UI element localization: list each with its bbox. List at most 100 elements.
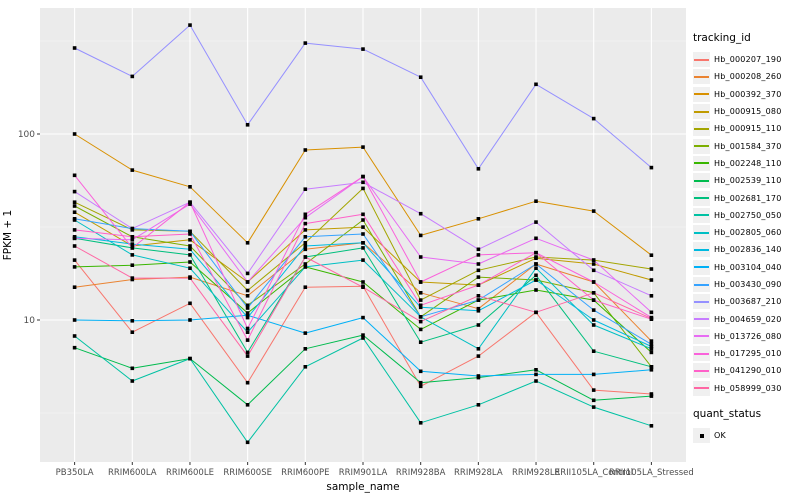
legend-item-label: Hb_013726_080: [714, 331, 782, 341]
legend-item-Hb_041290_010: Hb_041290_010: [693, 362, 799, 379]
data-point-Hb_002681_170: [361, 246, 365, 250]
line-swatch-icon: [694, 75, 709, 78]
data-point-Hb_058999_030: [245, 354, 250, 358]
data-point-Hb_000207_190: [418, 384, 423, 389]
data-point-Hb_000392_370: [534, 199, 538, 203]
legend-item-Hb_003687_210: Hb_003687_210: [693, 293, 799, 310]
legend-item-label: Hb_004659_020: [714, 314, 782, 324]
data-point-Hb_003687_210: [130, 74, 135, 79]
data-point-Hb_000207_190: [130, 330, 135, 334]
data-point-Hb_003430_090: [534, 262, 538, 266]
data-point-Hb_001584_370: [188, 244, 192, 248]
data-point-Hb_000915_080: [303, 228, 308, 232]
data-point-Hb_003104_040: [245, 313, 250, 318]
data-point-Hb_000915_080: [188, 238, 192, 242]
legend-item-label: Hb_002539_110: [714, 176, 782, 186]
legend-key-swatch: [693, 294, 710, 310]
data-point-Hb_041290_010: [534, 250, 538, 255]
data-point-Hb_041290_010: [303, 221, 308, 226]
data-point-Hb_000207_190: [476, 354, 481, 358]
data-point-Hb_001584_370: [303, 262, 308, 266]
line-swatch-icon: [694, 300, 709, 303]
data-point-Hb_000915_110: [303, 241, 308, 245]
x-tick-label: RRIM600SE: [223, 468, 272, 478]
legend-key-swatch: [693, 173, 710, 189]
data-point-Hb_002248_110: [188, 260, 192, 264]
x-tick-label: RRII105LA_Stressed: [609, 468, 694, 478]
data-point-Hb_003430_090: [188, 229, 192, 234]
legend-item-label: Hb_017295_010: [714, 349, 782, 359]
legend-item-Hb_002836_140: Hb_002836_140: [693, 241, 799, 258]
data-point-Hb_058999_030: [361, 285, 365, 289]
data-point-Hb_002805_060: [245, 330, 250, 334]
legend-item-label: Hb_000208_260: [714, 72, 782, 82]
data-point-Hb_000392_370: [72, 132, 77, 136]
data-point-Hb_002681_170: [591, 349, 596, 353]
data-point-Hb_003104_040: [476, 374, 481, 378]
legend-item-Hb_000208_260: Hb_000208_260: [693, 68, 799, 85]
y-tick-label: 100: [18, 130, 35, 140]
legend-key-swatch: [693, 311, 710, 327]
data-point-Hb_002539_110: [72, 345, 77, 350]
data-point-Hb_002750_050: [361, 336, 365, 340]
data-point-Hb_003104_040: [649, 368, 654, 372]
line-swatch-icon: [694, 369, 709, 372]
legend-item-label: Hb_001584_370: [714, 141, 782, 151]
data-point-Hb_003687_210: [245, 123, 250, 127]
data-point-Hb_058999_030: [476, 294, 481, 298]
legend-item-label: Hb_002805_060: [714, 228, 782, 238]
data-point-Hb_000915_110: [245, 288, 250, 293]
data-point-Hb_002750_050: [245, 440, 250, 445]
data-point-Hb_002750_050: [534, 379, 538, 383]
legend-key-swatch: [693, 69, 710, 85]
data-point-Hb_003430_090: [361, 232, 365, 236]
line-swatch-icon: [694, 352, 709, 355]
data-point-Hb_004659_020: [476, 247, 481, 252]
data-point-Hb_003104_040: [534, 372, 538, 377]
legend-item-label: Hb_002836_140: [714, 245, 782, 255]
data-point-Hb_058999_030: [188, 276, 192, 280]
data-point-Hb_002805_060: [534, 266, 538, 270]
data-point-Hb_000208_260: [303, 247, 308, 252]
data-point-Hb_003687_210: [476, 167, 481, 171]
data-point-Hb_002805_060: [476, 347, 481, 351]
data-point-Hb_002248_110: [534, 288, 538, 292]
x-tick-label: RRII105LA_Control: [554, 468, 633, 478]
data-point-Hb_058999_030: [534, 310, 538, 315]
data-point-Hb_041290_010: [245, 338, 250, 342]
data-point-Hb_002836_140: [130, 242, 135, 246]
data-point-Hb_003687_210: [361, 47, 365, 51]
legend-item-Hb_003430_090: Hb_003430_090: [693, 276, 799, 293]
data-point-Hb_003104_040: [72, 318, 77, 322]
data-point-Hb_002248_110: [649, 350, 654, 355]
data-point-Hb_017295_010: [130, 246, 135, 250]
data-point-Hb_003104_040: [130, 319, 135, 323]
line-swatch-icon: [694, 266, 709, 269]
legend-item-Hb_000207_190: Hb_000207_190: [693, 51, 799, 68]
data-point-Hb_058999_030: [591, 291, 596, 295]
legend-item-label: Hb_000915_080: [714, 107, 782, 117]
data-point-Hb_003104_040: [591, 372, 596, 377]
legend-title-quant-status: quant_status: [693, 407, 762, 420]
data-point-Hb_017295_010: [476, 253, 481, 257]
data-point-Hb_002805_060: [188, 266, 192, 270]
data-point-Hb_000392_370: [245, 241, 250, 245]
data-point-Hb_002750_050: [188, 356, 192, 361]
data-point-Hb_003687_210: [72, 46, 77, 50]
data-point-Hb_017295_010: [188, 200, 192, 204]
data-point-Hb_004659_020: [534, 220, 538, 224]
data-point-Hb_002836_140: [534, 278, 538, 282]
data-point-Hb_003687_210: [188, 23, 192, 27]
data-point-Hb_000208_260: [245, 294, 250, 298]
data-point-Hb_000915_110: [476, 268, 481, 273]
data-point-Hb_004659_020: [649, 294, 654, 298]
line-swatch-icon: [694, 110, 709, 113]
legend-item-Hb_002805_060: Hb_002805_060: [693, 224, 799, 241]
legend-item-label: OK: [714, 431, 726, 441]
data-point-Hb_004659_020: [361, 180, 365, 185]
data-point-Hb_004659_020: [303, 187, 308, 191]
data-point-Hb_000915_080: [130, 244, 135, 248]
data-point-Hb_002539_110: [591, 398, 596, 403]
data-point-Hb_002836_140: [418, 305, 423, 310]
legend-item-label: Hb_002750_050: [714, 210, 782, 220]
